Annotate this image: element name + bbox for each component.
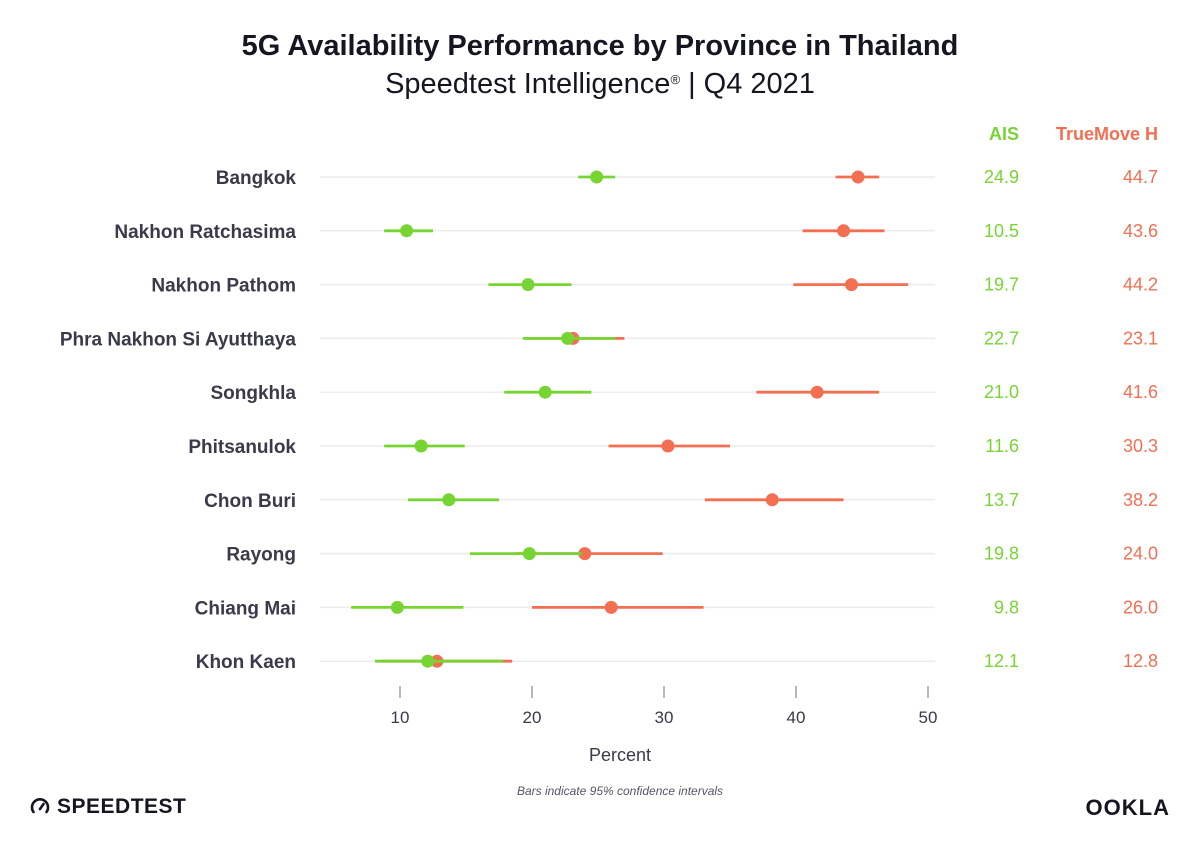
registered-mark: ®: [670, 72, 681, 87]
value-label: 44.2: [1123, 275, 1158, 295]
data-point: [442, 493, 456, 507]
data-point: [538, 385, 552, 399]
data-point: [844, 278, 858, 292]
data-point: [661, 439, 675, 453]
data-point: [390, 600, 404, 614]
category-label: Bangkok: [216, 168, 297, 189]
data-point: [765, 493, 779, 507]
category-label: Chiang Mai: [195, 598, 296, 619]
chart-title: 5G Availability Performance by Province …: [241, 30, 959, 62]
legend-ais: AIS: [989, 124, 1019, 144]
value-label: 22.7: [984, 328, 1019, 348]
data-point: [590, 170, 604, 184]
value-label: 13.7: [984, 490, 1019, 510]
speedtest-wordmark: SPEEDTEST: [57, 795, 187, 818]
value-label: 19.7: [984, 275, 1019, 295]
x-axis-label: Percent: [589, 745, 651, 765]
category-label: Nakhon Pathom: [151, 276, 296, 297]
value-label: 21.0: [984, 382, 1019, 402]
value-label: 23.1: [1123, 328, 1158, 348]
value-label: 44.7: [1123, 167, 1158, 187]
value-label: 24.0: [1123, 544, 1158, 564]
value-label: 26.0: [1123, 597, 1158, 617]
chart-subtitle: Speedtest Intelligence® | Q4 2021: [0, 68, 1200, 101]
ookla-logo: OOKLA: [1085, 795, 1170, 820]
x-tick-label: 20: [523, 708, 542, 727]
data-point: [604, 600, 618, 614]
value-label: 24.9: [984, 167, 1019, 187]
category-label: Songkhla: [210, 383, 296, 404]
x-tick-label: 10: [391, 708, 410, 727]
data-point: [414, 439, 428, 453]
subtitle-tail: | Q4 2021: [680, 68, 815, 100]
value-label: 9.8: [994, 597, 1019, 617]
value-label: 10.5: [984, 221, 1019, 241]
category-label: Chon Buri: [204, 491, 296, 512]
value-label: 41.6: [1123, 382, 1158, 402]
data-point: [521, 278, 535, 292]
data-point: [421, 654, 435, 668]
x-tick-label: 30: [655, 708, 674, 727]
category-label: Rayong: [226, 545, 296, 566]
speedtest-logo: SPEEDTEST: [30, 795, 186, 819]
data-point: [578, 547, 592, 561]
legend-truemove-h: TrueMove H: [1056, 124, 1158, 144]
category-label: Phitsanulok: [188, 437, 296, 458]
data-point: [851, 170, 865, 184]
confidence-footnote: Bars indicate 95% confidence intervals: [516, 784, 724, 798]
data-point: [561, 331, 575, 345]
category-label: Khon Kaen: [196, 652, 296, 673]
x-tick-label: 40: [787, 708, 806, 727]
speedometer-icon: [30, 798, 50, 814]
value-label: 12.8: [1123, 651, 1158, 671]
value-label: 11.6: [985, 436, 1019, 456]
data-point: [810, 385, 824, 399]
value-label: 43.6: [1123, 221, 1158, 241]
data-point: [400, 224, 414, 238]
value-label: 12.1: [984, 651, 1019, 671]
x-tick-label: 50: [919, 708, 938, 727]
category-label: Phra Nakhon Si Ayutthaya: [60, 329, 297, 350]
subtitle-main: Speedtest Intelligence: [385, 68, 671, 100]
value-label: 38.2: [1123, 490, 1158, 510]
data-point: [522, 547, 536, 561]
category-label: Nakhon Ratchasima: [114, 222, 296, 243]
value-label: 19.8: [984, 544, 1019, 564]
value-label: 30.3: [1123, 436, 1158, 456]
data-point: [837, 224, 851, 238]
